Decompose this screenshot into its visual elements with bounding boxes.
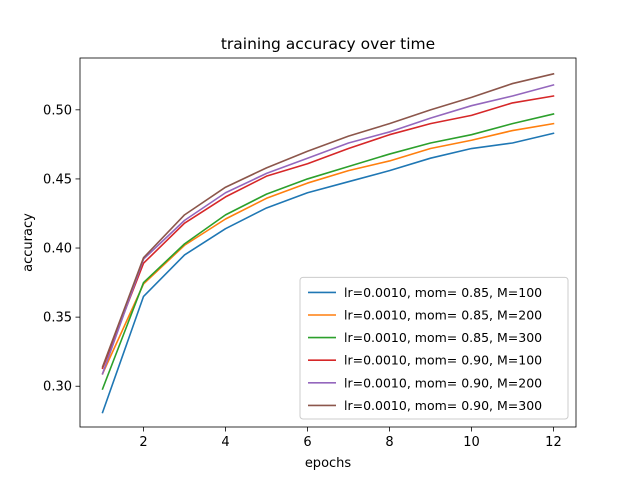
legend-label-6: lr=0.0010, mom= 0.90, M=300: [344, 398, 542, 413]
axes-layer: 2 4 6 8 10 12 0.30 0.35 0.40 0.45 0.50: [43, 57, 577, 450]
y-tick-label: 0.35: [43, 311, 72, 326]
legend-label-2: lr=0.0010, mom= 0.85, M=200: [344, 308, 542, 323]
x-tick-label: 4: [221, 435, 229, 450]
y-tick-label: 0.50: [43, 103, 72, 118]
x-tick-label: 2: [139, 435, 147, 450]
y-tick-label: 0.30: [43, 380, 72, 395]
x-tick-label: 10: [463, 435, 480, 450]
x-axis-title: epochs: [305, 456, 352, 471]
legend-label-5: lr=0.0010, mom= 0.90, M=200: [344, 375, 542, 390]
legend-label-4: lr=0.0010, mom= 0.90, M=100: [344, 353, 542, 368]
x-tick-label: 6: [303, 435, 311, 450]
series-line-6: [101, 72, 555, 368]
series-layer: [101, 72, 555, 414]
y-tick-label: 0.45: [43, 172, 72, 187]
series-line-3: [101, 113, 555, 391]
chart-title: training accuracy over time: [221, 35, 435, 53]
x-tick-label: 8: [385, 435, 393, 450]
series-line-5: [101, 83, 555, 375]
series-line-4: [101, 95, 555, 370]
series-line-2: [101, 122, 555, 375]
legend: lr=0.0010, mom= 0.85, M=100 lr=0.0010, mo…: [299, 276, 569, 420]
x-tick-label: 12: [545, 435, 562, 450]
legend-label-1: lr=0.0010, mom= 0.85, M=100: [344, 285, 542, 300]
y-axis-title: accuracy: [21, 213, 36, 272]
y-tick-label: 0.40: [43, 242, 72, 257]
legend-label-3: lr=0.0010, mom= 0.85, M=300: [344, 330, 542, 345]
legend-box: [299, 276, 569, 420]
axes-frame: [79, 57, 577, 428]
series-line-1: [101, 132, 555, 414]
